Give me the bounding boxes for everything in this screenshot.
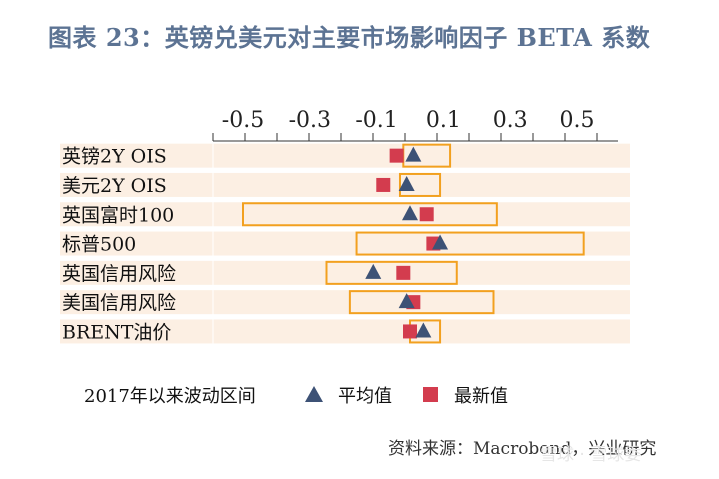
range-box [355,231,585,256]
average-marker [402,205,418,221]
x-tick-label: -0.5 [222,108,264,133]
x-tick-label: -0.3 [289,108,331,133]
category-label: 英国富时100 [62,204,174,226]
row-band [60,290,630,315]
latest-marker [396,265,411,280]
category-label: 美国信用风险 [62,292,176,314]
row-band [60,202,630,227]
row-band [60,319,630,344]
x-tick-label: 0.5 [560,108,595,133]
x-tick-label: 0.3 [493,108,528,133]
average-marker [398,175,415,191]
average-marker [398,293,415,309]
row-band [60,172,630,197]
chart-title: 图表 23：英镑兑美元对主要市场影响因子 BETA 系数 [48,23,651,52]
range-box [242,202,498,227]
watermark: 雪球 · 雪球委 [540,445,642,465]
latest-marker [419,207,434,222]
x-tick-label: 0.1 [426,108,461,133]
legend-latest-marker [423,387,438,402]
row-band [60,143,630,168]
row-band [60,260,630,285]
average-marker [365,263,382,279]
range-box [325,260,458,285]
category-label: 英国信用风险 [62,263,176,285]
category-label: 英镑2Y OIS [62,146,167,168]
average-marker [415,322,432,338]
category-label: BRENT油价 [62,321,171,343]
average-marker [432,234,449,250]
range-box [398,172,442,197]
category-label: 标普500 [62,234,136,256]
x-tick-label: -0.1 [355,108,397,133]
category-label: 美元2Y OIS [62,175,167,197]
legend-average-marker [305,386,323,402]
average-marker [405,146,422,162]
latest-marker [376,177,391,192]
legend-label-range: 2017年以来波动区间 [84,386,256,407]
source-note: 资料来源：Macrobond，兴业研究 [388,439,657,459]
legend-label-average: 平均值 [338,386,392,407]
latest-marker [403,324,417,339]
latest-marker [389,148,404,163]
range-box [348,290,495,315]
row-band [60,231,630,256]
legend-label-latest: 最新值 [454,386,508,407]
